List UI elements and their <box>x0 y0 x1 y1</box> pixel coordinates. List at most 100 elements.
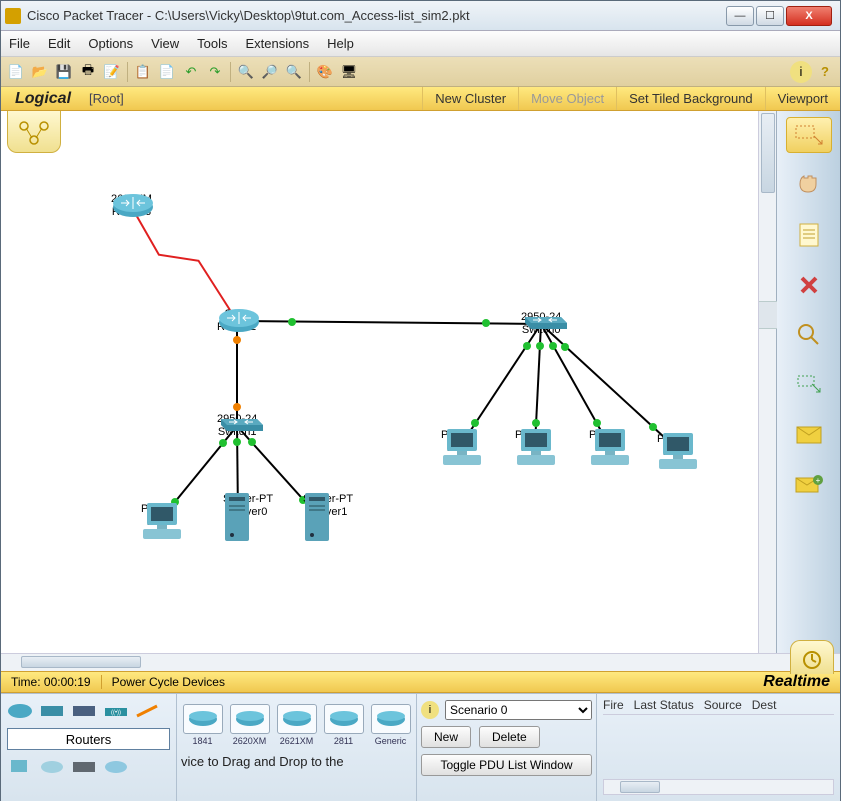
delete-tool[interactable] <box>786 267 832 303</box>
logical-tab[interactable]: Logical <box>1 90 81 108</box>
redo-icon[interactable]: ↷ <box>204 61 226 83</box>
node-pc2[interactable]: PC-PTPC2 <box>589 427 622 454</box>
scroll-thumb[interactable] <box>620 781 660 793</box>
note-tool[interactable] <box>786 217 832 253</box>
scenario-select[interactable]: Scenario 0 <box>445 700 592 720</box>
col-dest: Dest <box>752 698 777 712</box>
switch-category-icon[interactable] <box>39 702 65 720</box>
maximize-button[interactable]: ☐ <box>756 6 784 26</box>
move-object-button[interactable]: Move Object <box>518 87 616 110</box>
link-status-dot <box>536 342 544 350</box>
cloud-category-icon[interactable] <box>39 758 65 776</box>
undo-icon[interactable]: ↶ <box>180 61 202 83</box>
scroll-thumb[interactable] <box>21 656 141 668</box>
inspect-tool[interactable] <box>786 317 832 353</box>
title-bar: Cisco Packet Tracer - C:\Users\Vicky\Des… <box>1 1 840 31</box>
toggle-pdu-button[interactable]: Toggle PDU List Window <box>421 754 592 776</box>
delete-scenario-button[interactable]: Delete <box>479 726 540 748</box>
device-2811[interactable]: 2811 <box>322 704 365 746</box>
col-source: Source <box>704 698 742 712</box>
open-icon[interactable]: 📂 <box>29 61 51 83</box>
zoom-reset-icon[interactable]: 🔎 <box>259 61 281 83</box>
separator <box>230 62 231 82</box>
wireless-category-icon[interactable]: ((•)) <box>103 702 129 720</box>
menu-bar: File Edit Options View Tools Extensions … <box>1 31 840 57</box>
save-icon[interactable]: 💾 <box>53 61 75 83</box>
realtime-tab-icon[interactable] <box>790 640 834 674</box>
node-router3[interactable]: 2620XMRouter3 <box>111 191 152 218</box>
copy-icon[interactable]: 📋 <box>132 61 154 83</box>
svg-text:((•)): ((•)) <box>111 710 121 716</box>
multiuser-category-icon[interactable] <box>103 758 129 776</box>
hscroll-row <box>1 653 840 671</box>
new-cluster-button[interactable]: New Cluster <box>422 87 518 110</box>
scroll-thumb[interactable] <box>761 113 775 193</box>
navigation-tab-icon[interactable] <box>7 111 61 153</box>
sim-time: Time: 00:00:19 <box>1 675 102 689</box>
node-pc3[interactable]: PC-PTPC3 <box>657 431 690 458</box>
event-scrollbar[interactable] <box>603 779 834 795</box>
palette-hint: vice to Drag and Drop to the <box>181 752 412 769</box>
select-tool[interactable] <box>786 117 832 153</box>
horizontal-scrollbar[interactable] <box>1 654 758 671</box>
device-2620XM[interactable]: 2620XM <box>228 704 271 746</box>
custom-category-icon[interactable] <box>71 758 97 776</box>
menu-extensions[interactable]: Extensions <box>245 36 309 51</box>
device-1841[interactable]: 1841 <box>181 704 224 746</box>
node-server0[interactable]: Server-PTServer0 <box>223 491 273 518</box>
menu-view[interactable]: View <box>151 36 179 51</box>
set-tiled-bg-button[interactable]: Set Tiled Background <box>616 87 765 110</box>
resize-tool[interactable] <box>786 367 832 403</box>
device-Generic[interactable]: Generic <box>369 704 412 746</box>
menu-file[interactable]: File <box>9 36 30 51</box>
menu-tools[interactable]: Tools <box>197 36 227 51</box>
wizard-icon[interactable]: 📝 <box>101 61 123 83</box>
menu-help[interactable]: Help <box>327 36 354 51</box>
move-tool[interactable] <box>786 167 832 203</box>
simple-pdu-tool[interactable] <box>786 417 832 453</box>
node-server1[interactable]: Server-PTServer1 <box>303 491 353 518</box>
realtime-label[interactable]: Realtime <box>763 673 830 691</box>
node-pc1[interactable]: PC-PTPC1 <box>515 427 548 454</box>
separator <box>309 62 310 82</box>
hub-category-icon[interactable] <box>71 702 97 720</box>
complex-pdu-tool[interactable]: + <box>786 467 832 503</box>
custom-icon[interactable]: 🖥 <box>338 61 360 83</box>
new-icon[interactable]: 📄 <box>5 61 27 83</box>
device-2621XM[interactable]: 2621XM <box>275 704 318 746</box>
info-icon[interactable]: i <box>421 701 439 719</box>
zoom-in-icon[interactable]: 🔍 <box>235 61 257 83</box>
window-title: Cisco Packet Tracer - C:\Users\Vicky\Des… <box>27 8 726 23</box>
node-switch1[interactable]: 2950-24Switch1 <box>217 411 257 438</box>
category-label: Routers <box>7 728 170 750</box>
scroll-nub <box>759 301 777 329</box>
minimize-button[interactable]: — <box>726 6 754 26</box>
router-category-icon[interactable] <box>7 702 33 720</box>
canvas[interactable]: 2620XMRouter3 2811Router2 2950-24Switch1 29… <box>1 111 758 653</box>
info-icon[interactable]: i <box>790 61 812 83</box>
help-icon[interactable]: ? <box>814 61 836 83</box>
node-pc4[interactable]: PC-PTPC4 <box>141 501 174 528</box>
node-router2[interactable]: 2811Router2 <box>217 306 256 333</box>
zoom-out-icon[interactable]: 🔍 <box>283 61 305 83</box>
node-pc0[interactable]: PC-PTPC0 <box>441 427 474 454</box>
menu-options[interactable]: Options <box>88 36 133 51</box>
enddevice-category-icon[interactable] <box>7 758 33 776</box>
link-status-dot <box>248 438 256 446</box>
palette-icon[interactable]: 🎨 <box>314 61 336 83</box>
connections-category-icon[interactable] <box>135 702 161 720</box>
svg-text:+: + <box>815 476 820 485</box>
breadcrumb-root[interactable]: [Root] <box>81 91 201 106</box>
new-scenario-button[interactable]: New <box>421 726 471 748</box>
node-switch0[interactable]: 2950-24Switch0 <box>521 309 561 336</box>
app-window: Cisco Packet Tracer - C:\Users\Vicky\Des… <box>0 0 841 801</box>
bottom-panel: ((•)) Routers 18412620XM2621XM2811Generi… <box>1 693 840 801</box>
print-icon[interactable]: 🖶 <box>77 61 99 83</box>
vertical-scrollbar[interactable] <box>758 111 776 653</box>
power-cycle-button[interactable]: Power Cycle Devices <box>102 675 235 689</box>
paste-icon[interactable]: 📄 <box>156 61 178 83</box>
viewport-button[interactable]: Viewport <box>765 87 840 110</box>
close-button[interactable]: X <box>786 6 832 26</box>
menu-edit[interactable]: Edit <box>48 36 70 51</box>
window-buttons: — ☐ X <box>726 6 832 26</box>
